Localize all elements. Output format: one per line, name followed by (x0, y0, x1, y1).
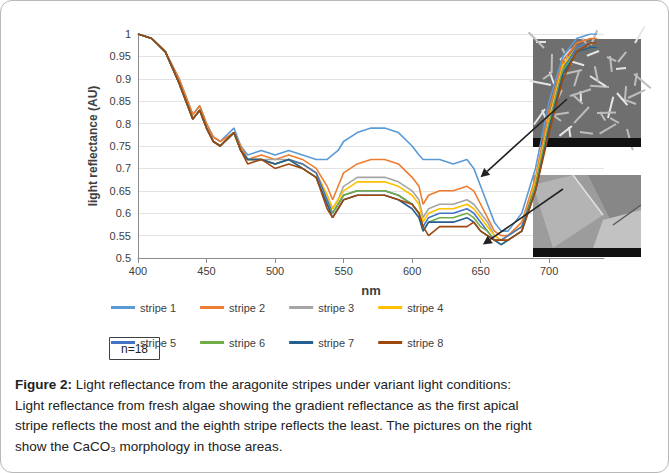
svg-text:stripe 5: stripe 5 (140, 337, 176, 349)
svg-text:0.8: 0.8 (116, 118, 131, 130)
svg-text:0.55: 0.55 (110, 230, 131, 242)
svg-text:650: 650 (471, 265, 489, 277)
svg-text:600: 600 (403, 265, 421, 277)
svg-text:400: 400 (129, 265, 147, 277)
svg-text:550: 550 (334, 265, 352, 277)
svg-text:0.75: 0.75 (110, 140, 131, 152)
html-text:Figure 2: Light reflectance fr: Figure 2: Light reflectance from the ara… (15, 377, 511, 392)
svg-text:stripe 4: stripe 4 (407, 302, 443, 314)
svg-text:0.65: 0.65 (110, 185, 131, 197)
svg-text:stripe 3: stripe 3 (318, 302, 354, 314)
svg-text:light reflectance (AU): light reflectance (AU) (86, 86, 100, 207)
svg-text:0.7: 0.7 (116, 162, 131, 174)
svg-text:stripe 1: stripe 1 (140, 302, 176, 314)
svg-text:nm: nm (361, 283, 381, 298)
html-text:Light reflectance from fresh a: Light reflectance from fresh algae showi… (15, 397, 519, 413)
svg-text:stripe 6: stripe 6 (229, 337, 265, 349)
svg-text:stripe 7: stripe 7 (318, 337, 354, 349)
svg-text:0.9: 0.9 (116, 73, 131, 85)
svg-text:1: 1 (125, 28, 131, 40)
html-text:show the CaCO₃ morphology in t: show the CaCO₃ morphology in those areas… (15, 438, 283, 454)
svg-text:n=18: n=18 (121, 341, 148, 356)
html-text:stripe reflects the most and t: stripe reflects the most and the eighth … (15, 418, 532, 433)
svg-text:0.5: 0.5 (116, 252, 131, 264)
svg-text:450: 450 (197, 265, 215, 277)
svg-text:stripe 8: stripe 8 (407, 337, 443, 349)
svg-text:0.95: 0.95 (110, 50, 131, 62)
svg-text:500: 500 (266, 265, 284, 277)
svg-text:stripe 2: stripe 2 (229, 302, 265, 314)
svg-text:0.85: 0.85 (110, 95, 131, 107)
svg-text:700: 700 (540, 265, 558, 277)
svg-text:0.6: 0.6 (116, 207, 131, 219)
